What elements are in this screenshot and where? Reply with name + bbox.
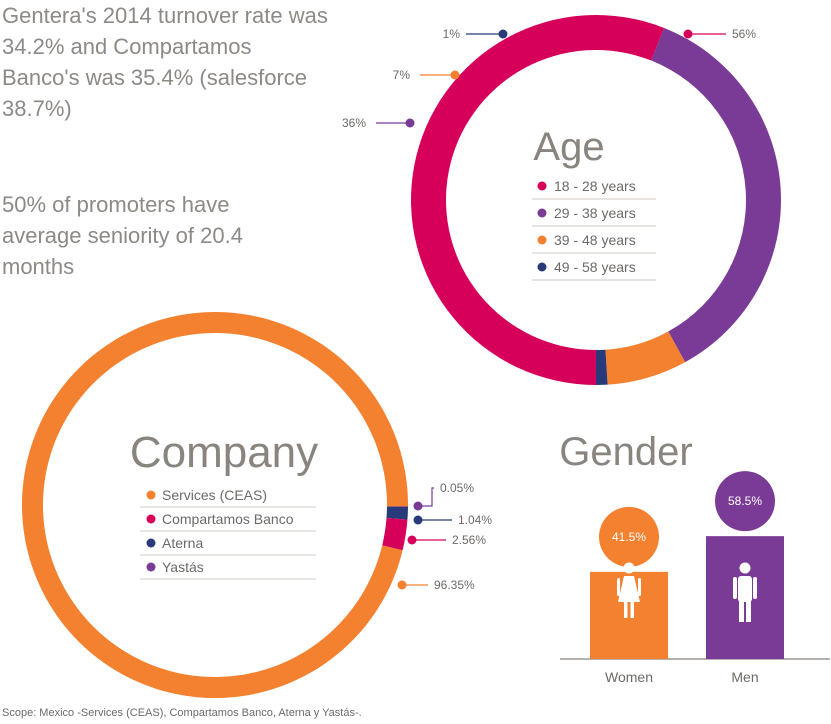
company-value-label: 0.05% [440, 481, 474, 495]
age-value-label: 56% [732, 27, 756, 41]
age-callout-dot [405, 118, 415, 128]
company-callout-dot [413, 515, 423, 525]
company-legend-label: Yastás [162, 559, 204, 575]
age-legend-swatch [537, 235, 547, 245]
age-slice-39-48-years [605, 331, 686, 385]
age-callout-dot [683, 29, 693, 39]
pictogram-dress [618, 576, 640, 602]
company-legend-label: Aterna [162, 535, 203, 551]
pictogram-arm [733, 577, 737, 599]
gender-value-label: 58.5% [728, 494, 762, 508]
company-callout-line [418, 487, 434, 507]
company-legend-swatch [146, 562, 156, 572]
pictogram-head [739, 562, 751, 574]
age-legend-label: 49 - 58 years [554, 259, 636, 275]
age-value-label: 36% [342, 116, 366, 130]
pictogram-leg [630, 602, 634, 618]
company-donut: 96.35% 2.56% 1.04% 0.05% Company Services (CE… [21, 312, 492, 699]
company-value-label: 1.04% [458, 513, 492, 527]
age-callout-dot [498, 29, 508, 39]
age-donut: 56% 36% 7% 1% Age 18 - 28 years 29 - 38 years 3… [342, 15, 781, 385]
woman-icon [617, 562, 641, 618]
age-title: Age [533, 125, 604, 169]
age-legend-swatch [537, 208, 547, 218]
company-value-label: 96.35% [434, 578, 475, 592]
company-callout-dot [407, 535, 417, 545]
company-title: Company [130, 428, 318, 477]
age-legend-label: 29 - 38 years [554, 205, 636, 221]
gender-value-label: 41.5% [612, 530, 646, 544]
scope-footnote: Scope: Mexico -Services (CEAS), Comparta… [2, 707, 362, 719]
age-slice-18-28-years [411, 15, 665, 385]
company-callout-dot [413, 501, 423, 511]
pictogram-leg [746, 600, 751, 622]
man-icon [733, 562, 757, 622]
pictogram-leg [624, 602, 628, 618]
gender-value-bubble [599, 506, 659, 567]
company-legend-swatch [146, 514, 156, 524]
gender-category-label: Men [731, 669, 758, 685]
gender-title: Gender [559, 430, 692, 474]
age-slice-49-58-years [596, 349, 608, 385]
age-value-label: 1% [443, 27, 461, 41]
company-value-label: 2.56% [452, 533, 486, 547]
age-legend-label: 18 - 28 years [554, 178, 636, 194]
pictogram-head [623, 562, 635, 574]
gender-chart: Gender 41.5% Women 58.5% Men [559, 430, 830, 685]
pictogram-arm [638, 578, 641, 596]
age-legend-swatch [537, 181, 547, 191]
age-value-label: 7% [393, 68, 411, 82]
company-slice-aterna [386, 506, 408, 520]
company-slice-compartamos-banco [382, 518, 408, 551]
age-legend-label: 39 - 48 years [554, 232, 636, 248]
company-legend-swatch [146, 538, 156, 548]
company-legend-label: Compartamos Banco [162, 511, 294, 527]
age-legend-swatch [537, 262, 547, 272]
pictogram-leg [739, 600, 744, 622]
age-slice-29-38-years [651, 27, 781, 363]
company-slice-services-ceas [21, 312, 408, 699]
gender-value-bubble [715, 471, 775, 532]
gender-category-label: Women [605, 669, 653, 685]
company-legend-swatch [146, 490, 156, 500]
turnover-statement: Gentera's 2014 turnover rate was 34.2% a… [2, 3, 328, 121]
age-callout-dot [450, 70, 460, 80]
pictogram-arm [617, 578, 620, 596]
company-callout-dot [397, 580, 407, 590]
pictogram-arm [753, 577, 757, 599]
promoters-statement: 50% of promoters have average seniority … [2, 192, 243, 279]
company-legend-label: Services (CEAS) [162, 487, 267, 503]
pictogram-torso [738, 576, 752, 602]
